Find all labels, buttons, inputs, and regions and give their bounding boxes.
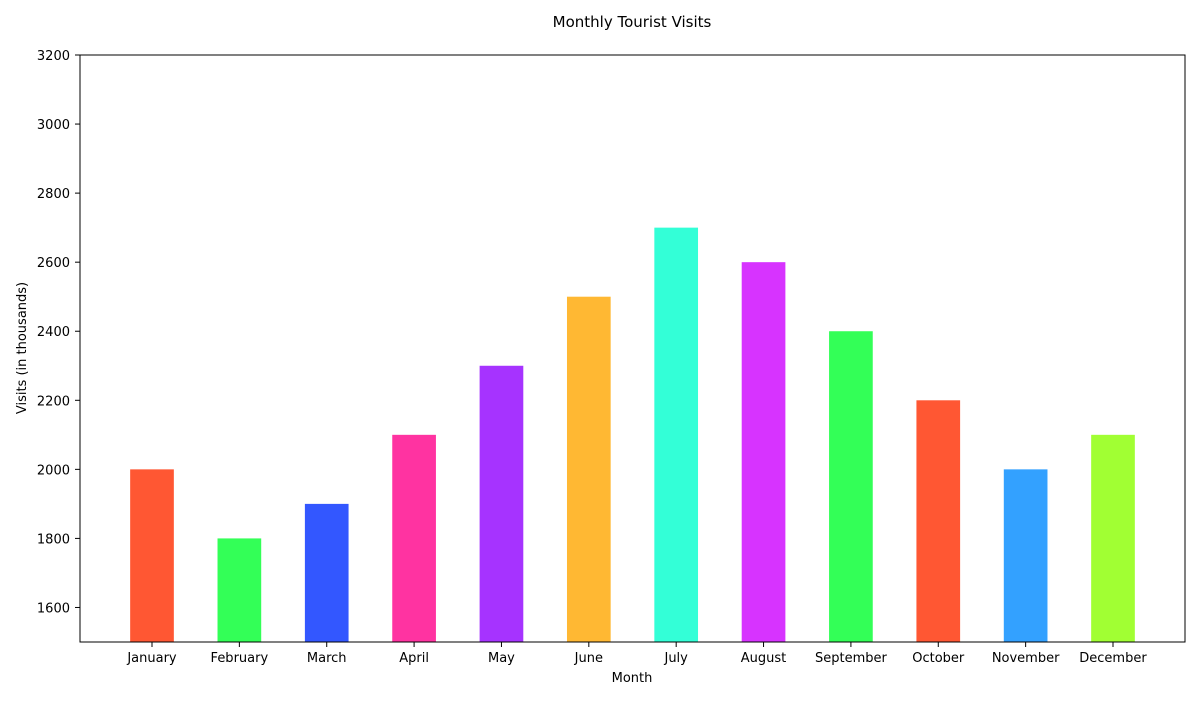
x-tick-label: November xyxy=(992,651,1060,666)
x-tick-label: December xyxy=(1079,651,1147,666)
y-tick-label: 2200 xyxy=(37,394,70,409)
x-axis: January February March April May June July Augu… xyxy=(126,642,1147,666)
y-tick-label: 2000 xyxy=(37,463,70,478)
bar-march xyxy=(304,503,349,642)
bar-june xyxy=(566,296,611,642)
y-axis: 1600 1800 2000 2200 2400 2600 2800 3000 3200 xyxy=(37,49,80,616)
bar-december xyxy=(1091,434,1135,642)
y-tick-label: 1600 xyxy=(37,601,70,616)
bar-october xyxy=(916,400,961,642)
y-tick-label: 3000 xyxy=(37,118,70,133)
bar-july xyxy=(654,227,699,642)
x-tick-label: March xyxy=(307,651,347,666)
x-tick-label: February xyxy=(211,651,269,666)
x-tick-label: January xyxy=(126,651,177,666)
y-tick-label: 1800 xyxy=(37,532,70,547)
x-tick-label: June xyxy=(574,651,603,666)
bar-may xyxy=(479,365,524,642)
bar-january xyxy=(130,469,174,642)
y-tick-label: 2400 xyxy=(37,325,70,340)
chart-title: Monthly Tourist Visits xyxy=(553,13,712,31)
y-tick-label: 2800 xyxy=(37,187,70,202)
x-tick-label: April xyxy=(399,651,429,666)
bar-group xyxy=(130,227,1135,642)
bar-september xyxy=(829,331,873,642)
x-tick-label: October xyxy=(912,651,965,666)
bar-february xyxy=(217,538,262,642)
x-axis-title: Month xyxy=(612,671,653,686)
y-tick-label: 3200 xyxy=(37,49,70,64)
bar-april xyxy=(392,434,436,642)
bar-august xyxy=(741,262,786,642)
x-tick-label: August xyxy=(741,651,787,666)
x-tick-label: September xyxy=(815,651,888,666)
x-tick-label: May xyxy=(488,651,515,666)
bar-november xyxy=(1003,469,1048,642)
x-tick-label: July xyxy=(663,651,688,666)
y-axis-title: Visits (in thousands) xyxy=(15,282,30,414)
plot-frame xyxy=(79,54,1186,643)
y-tick-label: 2600 xyxy=(37,256,70,271)
